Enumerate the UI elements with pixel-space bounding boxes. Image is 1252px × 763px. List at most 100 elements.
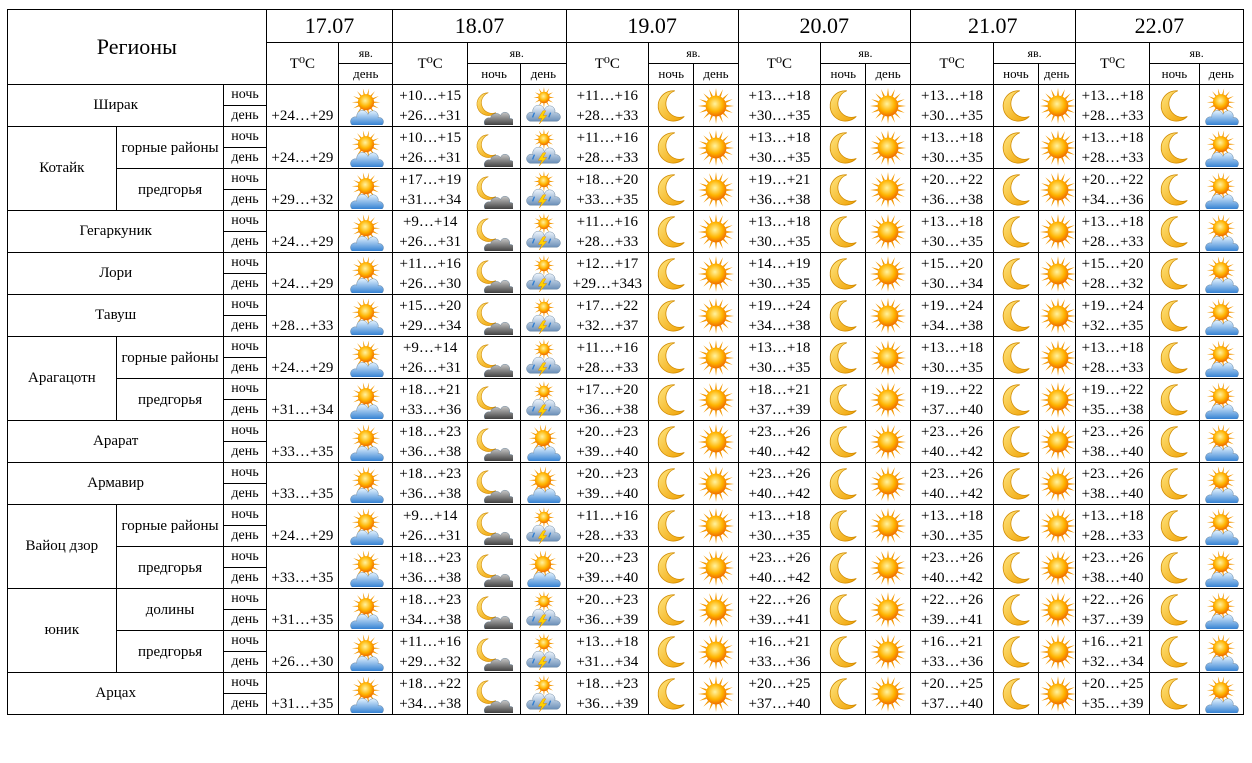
night-temp: +9…+14	[402, 213, 458, 230]
sun-cloud-icon	[520, 546, 567, 589]
sun-icon	[865, 168, 911, 211]
day-temp: +26…+31	[399, 359, 462, 376]
night-temp: +12…+17	[576, 255, 639, 272]
night-temp: +13…+18	[748, 213, 811, 230]
day-temp: +28…+33	[576, 149, 639, 166]
night-temp: +15…+20	[921, 255, 983, 272]
temperature-cell: +13…+18 +30…+35	[909, 336, 995, 379]
moon-icon	[820, 210, 867, 253]
temperature-cell: +13…+18 +31…+34	[565, 630, 650, 673]
day-temp: +36…+39	[576, 695, 639, 712]
temperature-cell: +13…+18 +30…+35	[909, 504, 995, 547]
sun-cloud-icon	[338, 546, 394, 589]
region-name: Котайк	[7, 126, 117, 211]
thunderstorm-icon	[520, 588, 567, 631]
night-temp: +18…+23	[399, 591, 462, 608]
day-temp: +40…+42	[921, 485, 983, 502]
night-temp: +16…+21	[1081, 633, 1144, 650]
temperature-cell: +13…+18 +30…+35	[737, 504, 822, 547]
day-temp: +30…+35	[921, 149, 983, 166]
moon-cloud-icon	[466, 462, 522, 505]
temperature-cell: +22…+26 +39…+41	[909, 588, 995, 631]
table-row: день	[8, 441, 1244, 463]
day-temp: +40…+42	[921, 443, 983, 460]
day-temp: +28…+33	[576, 527, 639, 544]
region-name: Ширак	[6, 84, 225, 127]
temp-header: T⁰C	[392, 42, 468, 85]
temperature-cell: +18…+23 +36…+38	[392, 546, 468, 589]
night-temp: +20…+23	[576, 591, 639, 608]
night-temp: +20…+23	[576, 549, 639, 566]
moon-icon	[1149, 252, 1200, 295]
day-temp: +28…+33	[271, 317, 334, 334]
period-night-label: ночь	[223, 504, 267, 526]
period-night-label: ночь	[223, 588, 267, 610]
temperature-cell: +31…+34	[265, 378, 340, 421]
temperature-cell: +18…+22 +34…+38	[392, 672, 468, 715]
night-temp: +18…+23	[576, 675, 639, 692]
night-temp: +16…+21	[921, 633, 983, 650]
sun-icon	[865, 126, 911, 169]
moon-icon	[993, 294, 1039, 337]
table-row: день	[8, 525, 1244, 547]
night-temp: +18…+20	[576, 171, 639, 188]
moon-icon	[648, 672, 695, 715]
night-temp: +19…+22	[921, 381, 983, 398]
table-row: Арагацотн горные районы ночь +24…+29 +9…+14…	[7, 336, 1245, 421]
temperature-cell: +24…+29	[265, 252, 340, 295]
temperature-cell: +13…+18 +30…+35	[737, 210, 822, 253]
subregion-name: предгорья	[115, 630, 225, 673]
day-temp: +24…+29	[271, 149, 334, 166]
subregion-name: горные районы	[115, 336, 225, 379]
period-night-label: ночь	[223, 378, 267, 400]
night-temp: +20…+23	[576, 423, 639, 440]
sun-icon	[693, 84, 739, 127]
night-subheader: ночь	[993, 63, 1039, 85]
day-temp: +33…+35	[271, 569, 334, 586]
sun-icon	[1037, 420, 1076, 463]
sun-icon	[1037, 210, 1076, 253]
night-temp: +13…+18	[748, 339, 811, 356]
sun-icon	[1037, 630, 1076, 673]
night-temp: +23…+26	[921, 423, 983, 440]
sun-icon	[1037, 504, 1076, 547]
phenomena-header: яв.	[1149, 42, 1244, 64]
thunderstorm-icon	[520, 252, 567, 295]
moon-icon	[1149, 378, 1200, 421]
night-temp: +20…+25	[921, 675, 983, 692]
temperature-cell: +11…+16 +29…+32	[392, 630, 468, 673]
day-temp: +33…+35	[271, 443, 334, 460]
day-temp: +30…+35	[748, 107, 811, 124]
day-temp: +33…+35	[576, 191, 639, 208]
moon-cloud-icon	[466, 630, 522, 673]
day-temp: +34…+38	[399, 695, 462, 712]
night-temp: +10…+15	[399, 129, 462, 146]
day-temp: +31…+35	[271, 611, 334, 628]
moon-icon	[648, 84, 695, 127]
day-temp: +30…+35	[748, 527, 811, 544]
moon-icon	[648, 378, 695, 421]
region-name: Вайоц дзор	[7, 504, 117, 589]
day-temp: +36…+38	[748, 191, 811, 208]
temperature-cell: +20…+23 +36…+39	[565, 588, 650, 631]
temperature-cell: +10…+15 +26…+31	[392, 126, 468, 169]
period-night-label: ночь	[223, 462, 267, 484]
night-temp: +23…+26	[748, 549, 811, 566]
night-temp: +13…+18	[921, 507, 983, 524]
day-temp: +35…+39	[1081, 695, 1144, 712]
moon-icon	[820, 168, 867, 211]
night-temp: +19…+22	[1081, 381, 1144, 398]
day-temp: +30…+35	[921, 107, 983, 124]
night-temp: +17…+20	[576, 381, 639, 398]
date-header: 18.07	[392, 9, 567, 43]
temperature-cell: +24…+29	[265, 210, 340, 253]
period-day-label: день	[223, 189, 267, 211]
night-temp: +13…+18	[748, 87, 811, 104]
moon-icon	[820, 84, 867, 127]
moon-icon	[820, 504, 867, 547]
moon-cloud-icon	[466, 294, 522, 337]
period-day-label: день	[223, 315, 267, 337]
date-header: 20.07	[737, 9, 911, 43]
temperature-cell: +23…+26 +40…+42	[737, 420, 822, 463]
region-name: юник	[7, 588, 117, 673]
